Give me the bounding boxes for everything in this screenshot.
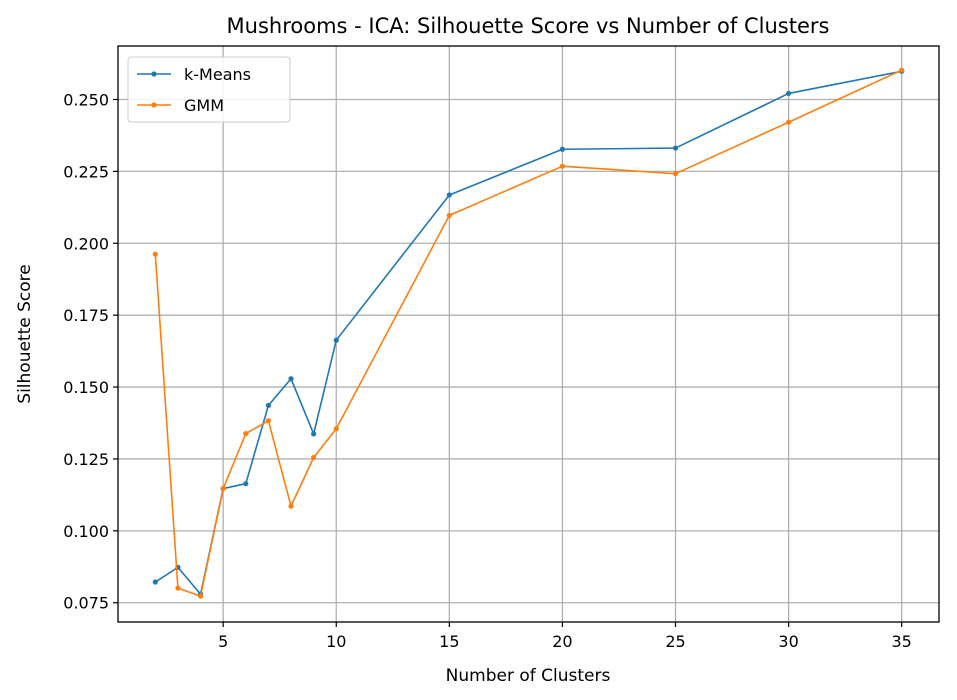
x-tick-label: 20 [552, 632, 572, 651]
legend: k-Means GMM [127, 56, 291, 123]
y-tick-label: 0.150 [63, 378, 109, 397]
data-point-k-means [785, 90, 792, 97]
data-point-k-means [265, 402, 272, 409]
x-axis-ticks: 5 10 15 20 25 30 35 [218, 622, 912, 651]
grid [118, 46, 939, 622]
data-point-k-means [446, 192, 452, 198]
data-point-gmm [243, 431, 249, 437]
data-point-gmm [672, 171, 679, 177]
y-tick-label: 0.225 [63, 162, 109, 181]
data-point-k-means [559, 146, 566, 152]
y-axis-label: Silhouette Score [15, 264, 35, 403]
chart-title: Mushrooms - ICA: Silhouette Score vs Num… [227, 14, 830, 38]
data-point-k-means [333, 337, 339, 343]
x-tick-label: 25 [665, 632, 685, 651]
y-tick-label: 0.175 [63, 306, 109, 325]
y-tick-label: 0.075 [63, 594, 109, 613]
x-tick-label: 15 [439, 632, 459, 651]
plot-frame [117, 45, 940, 623]
data-point-k-means [311, 431, 317, 437]
data-point-gmm [446, 212, 452, 218]
legend-marker-gmm [151, 102, 157, 108]
data-point-k-means [152, 579, 158, 585]
data-point-gmm [220, 485, 226, 492]
data-point-gmm [311, 454, 317, 461]
series-gmm [152, 67, 905, 599]
legend-marker-k-means [151, 71, 157, 77]
y-axis-ticks: 0.075 0.100 0.125 0.150 0.175 0.200 0.225 0.250 [63, 90, 118, 613]
series-line-gmm [154, 69, 903, 597]
data-point-gmm [333, 426, 339, 432]
legend-label-gmm: GMM [184, 96, 224, 115]
y-tick-label: 0.200 [63, 234, 109, 253]
x-tick-label: 5 [218, 632, 228, 651]
data-point-gmm [559, 163, 566, 169]
data-point-k-means [672, 145, 679, 151]
data-point-gmm [288, 503, 294, 509]
data-point-gmm [152, 251, 158, 257]
data-point-gmm [899, 67, 905, 73]
data-point-gmm [175, 585, 181, 591]
y-tick-label: 0.250 [63, 90, 109, 109]
x-tick-label: 30 [778, 632, 798, 651]
legend-label-k-means: k-Means [184, 65, 251, 84]
data-point-gmm [265, 418, 272, 424]
data-point-gmm [197, 593, 204, 599]
y-tick-label: 0.125 [63, 450, 109, 469]
series-layer [152, 67, 905, 599]
data-point-gmm [785, 119, 792, 125]
x-tick-label: 10 [326, 632, 346, 651]
y-tick-label: 0.100 [63, 522, 109, 541]
data-point-k-means [243, 481, 249, 487]
x-axis-label: Number of Clusters [446, 666, 611, 686]
x-tick-label: 35 [892, 632, 912, 651]
data-point-k-means [288, 376, 294, 382]
